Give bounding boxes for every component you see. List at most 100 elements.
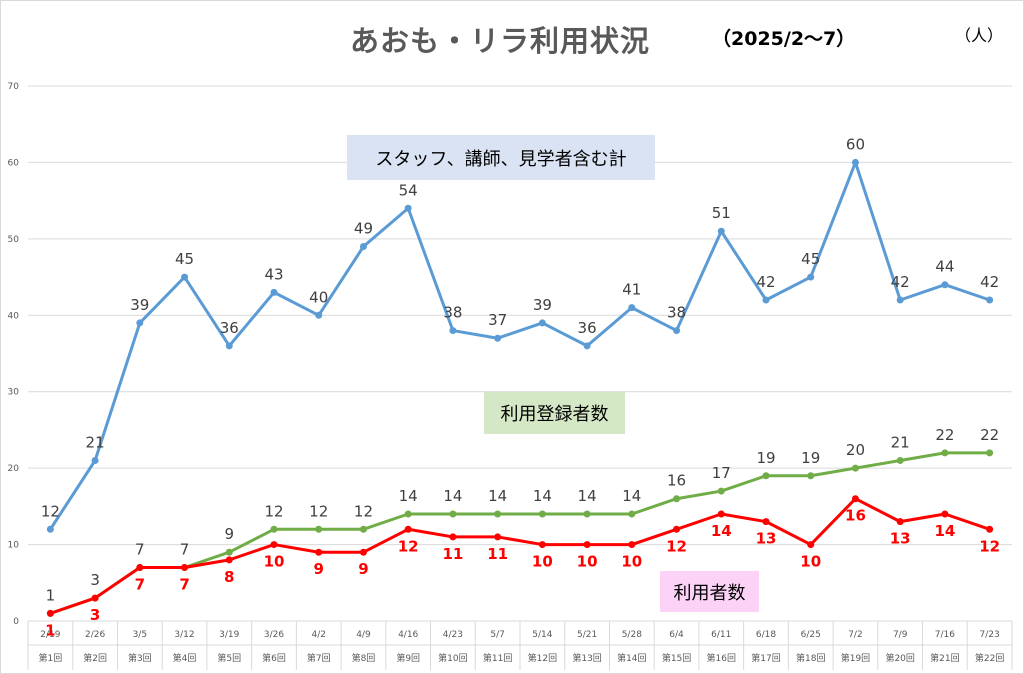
x-tick-label: 6/25	[801, 630, 821, 640]
x-round-label: 第3回	[128, 652, 152, 664]
data-point	[986, 525, 994, 533]
x-round-label: 第21回	[930, 652, 959, 664]
data-label: 14	[443, 487, 462, 505]
x-round-label: 第8回	[352, 652, 376, 664]
data-point	[941, 281, 949, 289]
data-point	[46, 609, 54, 617]
data-label: 14	[622, 487, 641, 505]
data-label: 7	[135, 576, 145, 594]
data-point	[896, 518, 904, 526]
x-round-label: 第14回	[617, 652, 646, 664]
unit-label: （人）	[955, 26, 1004, 45]
x-tick-label: 2/19	[40, 630, 60, 640]
data-label: 9	[314, 560, 324, 578]
data-label: 54	[399, 181, 418, 199]
y-tick-label: 60	[8, 158, 20, 168]
data-label: 13	[756, 530, 777, 548]
x-tick-label: 4/9	[356, 630, 371, 640]
data-label: 11	[487, 545, 508, 563]
data-label: 11	[442, 545, 463, 563]
data-point	[896, 457, 904, 464]
x-tick-label: 4/16	[398, 630, 418, 640]
y-tick-label: 70	[8, 82, 20, 92]
data-label: 7	[179, 576, 189, 594]
data-label: 14	[711, 522, 732, 540]
data-point	[583, 541, 591, 549]
data-point	[583, 342, 591, 350]
data-point	[136, 319, 144, 327]
x-round-label: 第13回	[572, 652, 601, 664]
data-label: 21	[86, 434, 105, 452]
data-label: 22	[980, 426, 999, 444]
x-tick-label: 4/23	[443, 630, 463, 640]
data-point	[181, 564, 189, 571]
x-tick-label: 5/7	[490, 630, 504, 640]
data-label: 10	[532, 553, 553, 571]
data-point	[404, 510, 412, 518]
data-label: 20	[846, 441, 865, 459]
data-point	[628, 510, 636, 518]
data-label: 10	[621, 553, 642, 571]
x-tick-label: 2/26	[85, 630, 105, 640]
y-tick-label: 10	[8, 541, 20, 551]
data-label: 19	[756, 449, 775, 467]
x-round-label: 第2回	[83, 652, 107, 664]
y-tick-label: 20	[8, 464, 20, 474]
data-point	[46, 525, 54, 533]
data-label: 9	[358, 560, 368, 578]
data-label: 49	[354, 220, 373, 238]
data-point	[673, 327, 681, 335]
data-point	[225, 342, 233, 350]
data-point	[941, 510, 949, 518]
data-label: 8	[224, 568, 234, 586]
data-label: 1	[46, 586, 56, 604]
series-line	[48, 160, 992, 531]
data-point	[673, 525, 681, 533]
data-point	[762, 296, 770, 304]
data-point	[986, 449, 994, 457]
data-point	[270, 541, 278, 549]
data-label: 7	[135, 541, 145, 559]
x-round-label: 第17回	[751, 652, 780, 664]
data-point	[315, 525, 323, 533]
x-tick-label: 6/11	[711, 630, 731, 640]
data-label: 40	[309, 288, 328, 306]
data-point	[717, 227, 725, 235]
data-point	[449, 533, 457, 541]
x-round-label: 第12回	[528, 652, 557, 664]
data-label: 22	[935, 426, 954, 444]
data-point	[717, 510, 725, 518]
data-point	[494, 334, 502, 342]
data-point	[628, 304, 636, 312]
x-tick-label: 3/26	[264, 630, 284, 640]
x-tick-label: 7/16	[935, 630, 955, 640]
data-label: 10	[264, 553, 285, 571]
data-label: 45	[175, 250, 194, 268]
x-round-label: 第4回	[173, 652, 197, 664]
data-label: 10	[800, 553, 821, 571]
data-point	[449, 327, 457, 335]
x-round-label: 第5回	[217, 652, 241, 664]
data-label: 17	[712, 464, 731, 482]
data-label: 14	[488, 487, 507, 505]
data-label: 42	[756, 273, 775, 291]
x-tick-label: 4/2	[311, 630, 325, 640]
y-tick-label: 30	[8, 388, 20, 398]
data-label: 36	[220, 319, 239, 337]
data-point	[315, 548, 323, 556]
chart-title: あおも・リラ利用状況	[350, 24, 651, 58]
data-point	[807, 273, 815, 281]
x-round-label: 第15回	[662, 652, 691, 664]
data-point	[538, 319, 546, 327]
data-label: 12	[666, 537, 687, 555]
data-point	[807, 541, 815, 549]
data-label: 38	[443, 304, 462, 322]
data-point	[404, 204, 412, 212]
data-label: 44	[935, 258, 954, 276]
legend-label-total: スタッフ、講師、見学者含む計	[347, 135, 655, 180]
data-point	[449, 510, 457, 518]
x-round-label: 第18回	[796, 652, 825, 664]
data-label: 12	[398, 537, 419, 555]
data-point	[583, 510, 591, 518]
